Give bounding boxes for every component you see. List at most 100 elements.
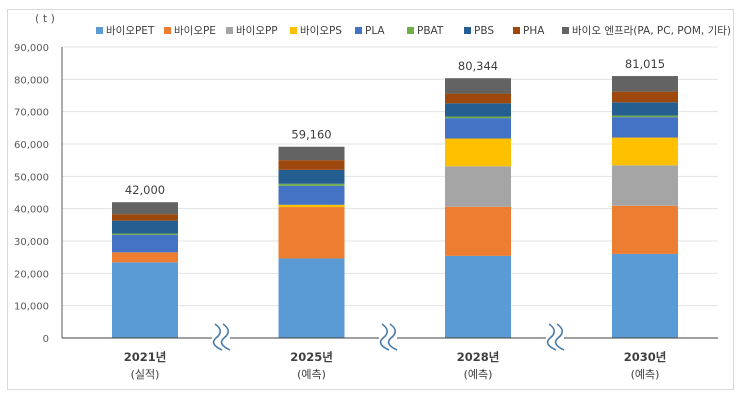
bar-stack	[445, 78, 511, 338]
legend-label: 바이오PE	[174, 25, 216, 37]
bar-segment	[445, 138, 511, 167]
legend-item: 바이오PP	[226, 25, 278, 37]
bar-segment	[278, 207, 345, 259]
legend-swatch	[164, 27, 171, 34]
bar-segment	[445, 206, 511, 256]
break-stroke	[379, 323, 390, 351]
legend-swatch	[290, 27, 297, 34]
x-tick-sublabel: (예측)	[297, 368, 326, 381]
bar-stack	[612, 76, 678, 338]
legend-swatch	[355, 27, 362, 34]
bar-segment	[278, 146, 345, 161]
bar-segment	[445, 118, 511, 139]
bar-segment	[445, 103, 511, 117]
legend-label: PHA	[523, 25, 545, 37]
axis-break-mark	[546, 323, 565, 351]
break-stroke	[212, 323, 223, 351]
bar-stack	[278, 146, 345, 338]
break-stroke	[220, 323, 231, 351]
total-label: 81,015	[625, 57, 665, 71]
legend-item: PBS	[464, 25, 494, 37]
bar-segment	[612, 115, 678, 118]
bar-segment	[278, 185, 345, 205]
x-tick-label: 2028년	[457, 350, 500, 364]
total-label: 42,000	[125, 183, 165, 197]
x-tick-label: 2030년	[624, 350, 667, 364]
bar-segment	[112, 252, 178, 263]
axis-break-marks	[212, 323, 565, 351]
bar-segment	[112, 233, 178, 235]
legend: 바이오PET 바이오PE 바이오PP 바이오PS PLA PBAT PBS PHA 바이오 엔프…	[96, 25, 731, 37]
legend-item: PHA	[513, 25, 545, 37]
y-tick-label: 10,000	[14, 302, 49, 313]
bar-segment	[612, 117, 678, 138]
legend-label: 바이오PS	[300, 25, 342, 37]
bar-segment	[278, 160, 345, 170]
bar-segment	[112, 234, 178, 253]
y-tick-label: 50,000	[14, 172, 49, 183]
bar-segment	[445, 78, 511, 94]
x-tick-sublabel: (예측)	[464, 368, 493, 381]
y-tick-label: 0	[43, 334, 49, 345]
break-stroke	[387, 323, 398, 351]
total-label: 80,344	[458, 59, 498, 73]
y-tick-label: 70,000	[14, 108, 49, 119]
x-tick-sublabel: (실적)	[131, 368, 160, 381]
y-tick-label: 80,000	[14, 75, 49, 86]
legend-label: PLA	[365, 25, 385, 37]
legend-item: 바이오 엔프라(PA, PC, POM, 기타)	[562, 25, 731, 37]
bar-segment	[612, 253, 678, 338]
legend-item: PLA	[355, 25, 385, 37]
bar-segment	[278, 183, 345, 186]
legend-item: 바이오PET	[96, 25, 155, 37]
bar-segment	[445, 116, 511, 119]
y-tick-label: 40,000	[14, 205, 49, 216]
bar-segment	[278, 169, 345, 184]
bar-segment	[278, 258, 345, 338]
y-axis-ticks: 0 10,000 20,000 30,000 40,000 50,000 60,000 70,…	[14, 43, 49, 345]
unit-label: ( t )	[35, 12, 55, 25]
bar-segment	[112, 262, 178, 338]
break-stroke	[554, 323, 565, 351]
bar-segment	[445, 93, 511, 104]
bar-segment	[112, 202, 178, 215]
bar-segment	[612, 76, 678, 92]
legend-label: PBS	[474, 25, 494, 37]
bar-stack	[112, 202, 178, 338]
break-stroke	[546, 323, 557, 351]
y-tick-label: 30,000	[14, 237, 49, 248]
legend-swatch	[464, 27, 471, 34]
x-tick-label: 2021년	[124, 350, 167, 364]
legend-item: 바이오PS	[290, 25, 342, 37]
y-tick-label: 20,000	[14, 269, 49, 280]
legend-label: 바이오 엔프라(PA, PC, POM, 기타)	[572, 25, 731, 37]
x-tick-label: 2025년	[290, 350, 333, 364]
bar-segment	[612, 165, 678, 206]
bar-segment	[612, 91, 678, 103]
bar-segment	[278, 204, 345, 208]
total-label: 59,160	[291, 128, 331, 142]
legend-swatch	[226, 27, 233, 34]
legend-swatch	[407, 27, 414, 34]
bar-segment	[612, 102, 678, 116]
legend-item: 바이오PE	[164, 25, 216, 37]
legend-swatch	[562, 27, 569, 34]
total-labels: 42,000 59,160 80,344 81,015	[125, 57, 665, 197]
legend-item: PBAT	[407, 25, 444, 37]
bar-segment	[112, 220, 178, 234]
y-tick-label: 60,000	[14, 140, 49, 151]
legend-label: 바이오PP	[236, 25, 278, 37]
bar-segment	[445, 166, 511, 207]
y-tick-label: 90,000	[14, 43, 49, 54]
x-tick-sublabel: (예측)	[631, 368, 660, 381]
bars	[112, 76, 678, 338]
legend-swatch	[96, 27, 103, 34]
bar-segment	[612, 137, 678, 166]
bar-segment	[612, 205, 678, 254]
x-axis-labels: 2021년 (실적) 2025년 (예측) 2028년 (예측) 2030년 (예측)	[124, 350, 667, 381]
axis-break-mark	[212, 323, 231, 351]
legend-label: 바이오PET	[106, 25, 155, 37]
bar-segment	[112, 214, 178, 221]
legend-swatch	[513, 27, 520, 34]
